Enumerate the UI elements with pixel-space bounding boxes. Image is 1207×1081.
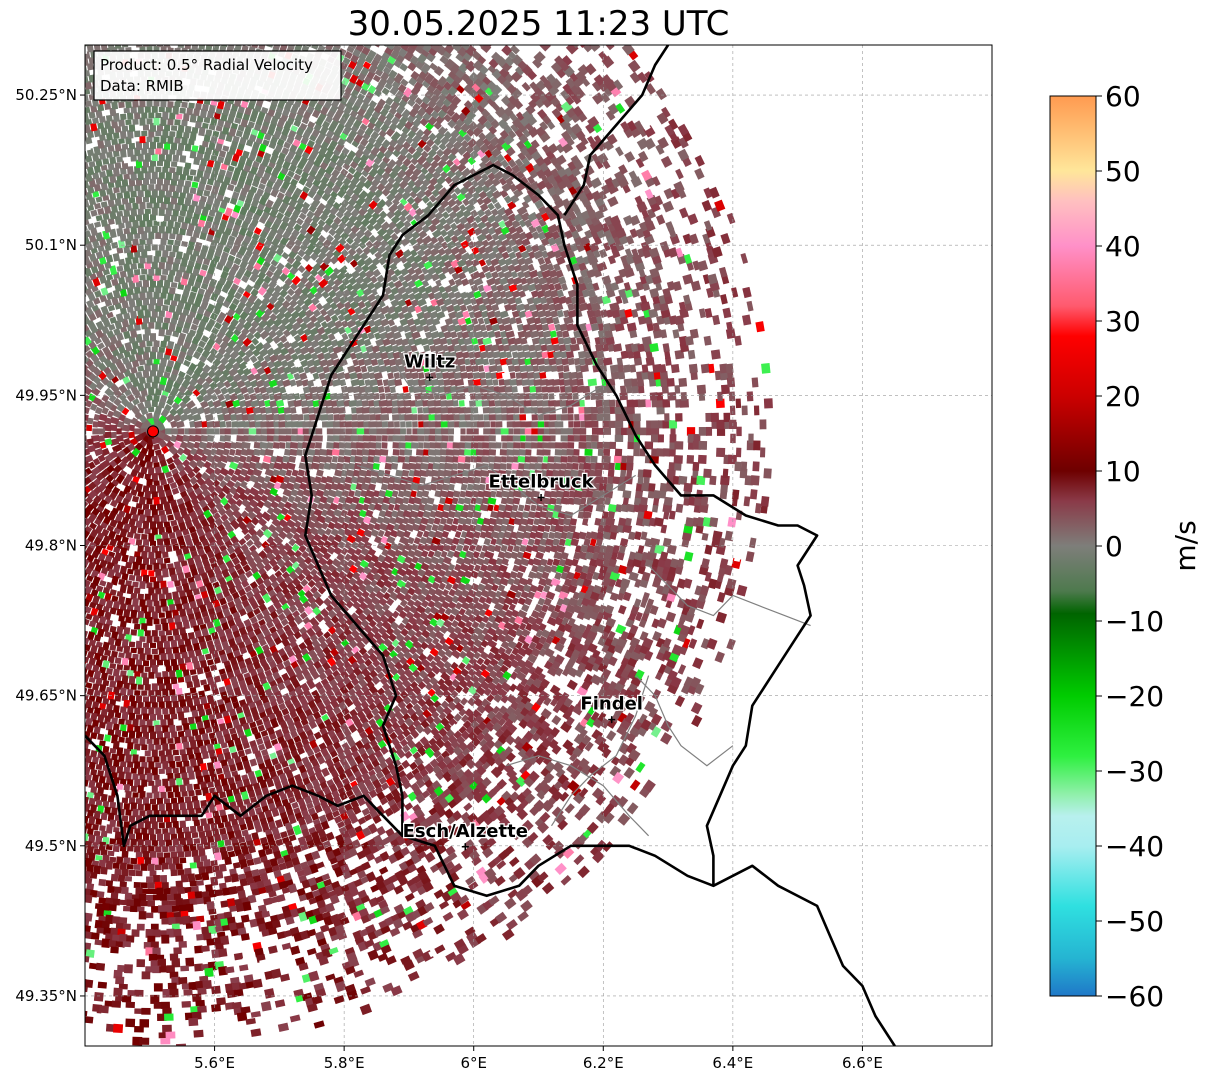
product-label: Product: 0.5° Radial Velocity xyxy=(100,56,313,74)
city-label: Wiltz xyxy=(404,351,455,372)
data-source-label: Data: RMIB xyxy=(100,77,184,95)
colorbar-tick-label: −50 xyxy=(1105,905,1164,938)
x-tick-label: 6.2°E xyxy=(583,1054,624,1072)
colorbar-tick-label: −40 xyxy=(1105,830,1164,863)
city-marker: Ettelbruck xyxy=(487,470,596,501)
colorbar-label: m/s xyxy=(1169,520,1202,571)
y-tick-label: 49.95°N xyxy=(15,386,77,404)
city-label: Findel xyxy=(580,694,643,715)
x-tick-label: 5.6°E xyxy=(194,1054,235,1072)
city-label: Esch/Alzette xyxy=(403,821,528,842)
radial-velocity-layer xyxy=(85,45,773,1046)
y-tick-label: 49.35°N xyxy=(15,987,77,1005)
city-marker: Wiltz xyxy=(403,350,457,381)
city-marker-icon xyxy=(537,493,545,501)
colorbar-gradient xyxy=(1049,95,1097,997)
x-tick-label: 5.8°E xyxy=(324,1054,365,1072)
borders xyxy=(85,45,896,1046)
colorbar-tick-label: −20 xyxy=(1105,680,1164,713)
colorbar-tick-label: 50 xyxy=(1105,155,1141,188)
city-marker: Findel xyxy=(579,692,644,724)
city-label: Ettelbruck xyxy=(489,471,595,492)
colorbar-tick-label: 0 xyxy=(1105,530,1123,563)
colorbar-tick-label: −30 xyxy=(1105,755,1164,788)
y-tick-label: 50.25°N xyxy=(15,86,77,104)
colorbar-tick-label: 20 xyxy=(1105,380,1141,413)
y-tick-label: 49.65°N xyxy=(15,687,77,705)
y-tick-label: 49.5°N xyxy=(25,837,77,855)
city-marker-icon xyxy=(426,373,434,381)
radar-site-marker xyxy=(147,425,160,438)
info-box: Product: 0.5° Radial Velocity Data: RMIB xyxy=(93,50,342,101)
colorbar-tick-label: 60 xyxy=(1105,80,1141,113)
y-tick-label: 50.1°N xyxy=(25,236,77,254)
city-marker-icon xyxy=(608,716,616,724)
axis-ticks: 5.6°E 5.8°E 6°E 6.2°E 6.4°E 6.6°E 49.35°N 49.5°… xyxy=(15,86,883,1072)
x-tick-label: 6.6°E xyxy=(842,1054,883,1072)
x-tick-label: 6.4°E xyxy=(712,1054,753,1072)
y-tick-label: 49.8°N xyxy=(25,537,77,555)
colorbar-tick-label: −10 xyxy=(1105,605,1164,638)
city-marker: Esch/Alzette xyxy=(401,820,529,851)
city-marker-icon xyxy=(461,843,469,851)
colorbar-tick-label: 30 xyxy=(1105,305,1141,338)
colorbar-tick-label: −60 xyxy=(1105,980,1164,1013)
x-tick-label: 6°E xyxy=(460,1054,487,1072)
colorbar-tick-label: 40 xyxy=(1105,230,1141,263)
colorbar-ticks: 60 50 40 30 20 10 0 −10 −20 −30 −40 −50 −60 xyxy=(1096,80,1164,1013)
map-title: 30.05.2025 11:23 UTC xyxy=(347,4,730,44)
city-markers: Wiltz Ettelbruck Findel Esch/Alzette xyxy=(147,350,644,851)
colorbar-tick-label: 10 xyxy=(1105,455,1141,488)
